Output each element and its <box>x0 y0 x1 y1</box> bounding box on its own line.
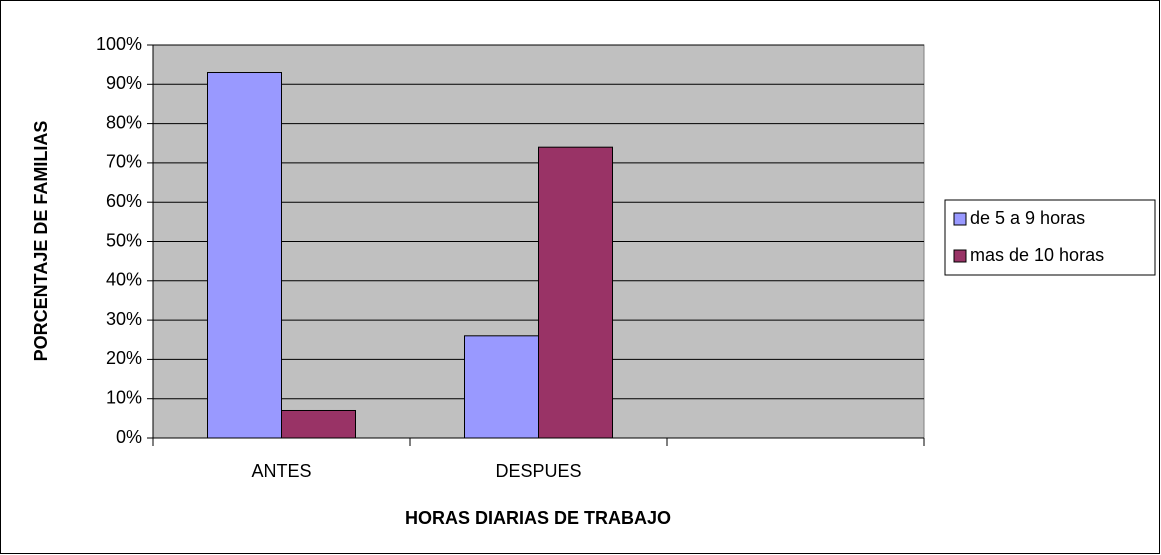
y-tick-label: 40% <box>106 270 142 290</box>
bar <box>281 409 356 439</box>
legend-label: mas de 10 horas <box>970 245 1104 265</box>
legend-swatch <box>953 249 967 263</box>
y-tick-label: 0% <box>116 427 142 447</box>
y-tick-label: 10% <box>106 387 142 407</box>
legend-swatch <box>953 212 967 226</box>
y-tick-label: 50% <box>106 230 142 250</box>
bar <box>207 72 282 439</box>
x-tick-label: DESPUES <box>495 461 581 481</box>
x-tick-label: ANTES <box>251 461 311 481</box>
legend-label: de 5 a 9 horas <box>970 208 1085 228</box>
legend-box <box>944 199 1156 276</box>
bar <box>538 146 613 439</box>
y-axis-title: PORCENTAJE DE FAMILIAS <box>31 121 51 362</box>
y-tick-label: 20% <box>106 348 142 368</box>
bar <box>464 335 539 439</box>
y-tick-label: 90% <box>106 73 142 93</box>
y-tick-label: 70% <box>106 152 142 172</box>
y-tick-label: 60% <box>106 191 142 211</box>
y-tick-label: 30% <box>106 309 142 329</box>
x-axis-title: HORAS DIARIAS DE TRABAJO <box>405 508 671 528</box>
y-tick-label: 80% <box>106 112 142 132</box>
y-tick-label: 100% <box>96 34 142 54</box>
